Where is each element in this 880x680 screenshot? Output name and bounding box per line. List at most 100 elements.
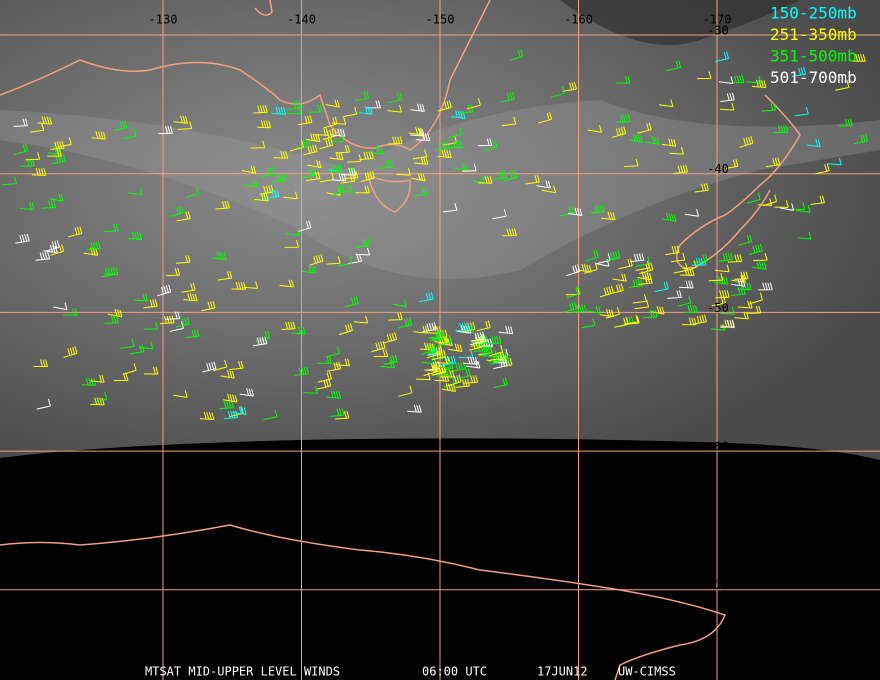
wind-barb	[13, 143, 28, 156]
latitude-label: -70	[707, 578, 729, 592]
wind-barb	[272, 173, 287, 183]
wind-barb	[307, 160, 322, 169]
wind-barb	[138, 341, 154, 350]
wind-barb	[797, 231, 812, 240]
wind-barb	[667, 290, 682, 299]
wind-barb	[727, 254, 743, 263]
wind-barb	[618, 258, 633, 270]
wind-barb	[503, 169, 518, 182]
labels: -130 -140 -150 -160 -170-30 -40 -50 -60 -70 150-2…	[145, 4, 857, 679]
wind-barb	[173, 115, 188, 124]
wind-barb	[319, 138, 334, 150]
wind-barb	[396, 168, 411, 176]
wind-barb	[43, 244, 58, 254]
wind-barb	[176, 255, 191, 264]
wind-barb	[456, 368, 471, 380]
wind-barb	[779, 203, 795, 211]
wind-barb	[773, 125, 789, 134]
wind-barb	[283, 191, 298, 200]
wind-barb	[567, 207, 583, 216]
wind-barb	[720, 306, 735, 315]
wind-barb	[330, 128, 346, 137]
wind-barb	[645, 136, 660, 145]
wind-barb	[441, 382, 456, 392]
wind-barb	[637, 122, 652, 134]
wind-barb	[427, 326, 442, 334]
wind-barb	[392, 299, 407, 308]
wind-barb	[286, 106, 302, 115]
wind-barb	[47, 148, 62, 157]
wind-barb	[239, 388, 255, 397]
wind-barb	[761, 102, 776, 112]
wind-barb	[53, 302, 68, 311]
wind-barb	[650, 306, 665, 315]
latitude-label: -60	[707, 440, 729, 454]
wind-barb	[29, 123, 45, 133]
wind-barb	[223, 393, 238, 403]
wind-barb	[355, 238, 371, 248]
wind-barb	[596, 253, 611, 265]
footer-text: MTSAT MID-UPPER LEVEL WINDS	[145, 665, 340, 679]
longitude-label: -150	[426, 13, 455, 27]
wind-barb	[36, 398, 51, 410]
wind-barb	[169, 321, 184, 332]
wind-barb	[252, 336, 268, 347]
wind-barb	[371, 340, 386, 353]
wind-barb	[465, 360, 481, 369]
wind-barb	[680, 268, 695, 276]
wind-barb	[259, 184, 274, 195]
wind-barb	[541, 185, 557, 194]
wind-barb	[451, 361, 466, 372]
wind-barb	[615, 76, 631, 84]
wind-barb	[628, 133, 643, 143]
wind-barb	[68, 226, 83, 238]
wind-barb	[317, 371, 332, 383]
wind-barb	[720, 92, 735, 102]
wind-barb	[752, 261, 767, 270]
wind-barb	[670, 252, 686, 263]
wind-barb	[601, 211, 616, 220]
wind-barb	[694, 183, 709, 193]
wind-barb	[176, 211, 191, 222]
wind-barb	[37, 116, 53, 125]
wind-barb	[682, 260, 697, 269]
wind-barb	[713, 276, 729, 285]
wind-barb	[696, 71, 712, 80]
wind-barb	[729, 75, 745, 84]
wind-barb	[477, 138, 493, 147]
wind-barb	[666, 60, 682, 71]
wind-barb	[297, 220, 312, 233]
wind-barb	[431, 349, 447, 361]
wind-barb	[271, 106, 287, 115]
wind-barb	[794, 106, 809, 117]
wind-barb	[325, 99, 340, 108]
wind-barb	[468, 339, 483, 351]
wind-barb	[388, 312, 403, 321]
wind-barb	[708, 272, 724, 282]
wind-barb	[103, 267, 119, 275]
wind-barb	[335, 358, 351, 367]
latitude-label: -50	[707, 301, 729, 315]
wind-barb	[355, 185, 370, 194]
wind-barb	[806, 139, 821, 148]
wind-barb	[827, 157, 842, 166]
wind-barb	[306, 133, 321, 143]
wind-barb	[91, 131, 106, 140]
wind-barb	[143, 299, 158, 309]
wind-barb	[25, 152, 41, 161]
wind-barb	[683, 305, 698, 313]
wind-barb	[260, 167, 275, 178]
dry-slot	[560, 0, 800, 45]
wind-barb	[424, 363, 439, 372]
wind-barb	[279, 279, 294, 288]
wind-barb	[566, 286, 581, 299]
wind-barb	[326, 256, 341, 265]
wind-barb	[414, 156, 429, 165]
wind-barb	[344, 296, 359, 308]
wind-barb	[328, 164, 343, 173]
legend-entry: 251-350mb	[770, 25, 857, 44]
wind-barb	[577, 263, 592, 273]
wind-barb	[342, 106, 358, 118]
wind-barb	[57, 137, 72, 148]
wind-barb	[719, 102, 735, 111]
